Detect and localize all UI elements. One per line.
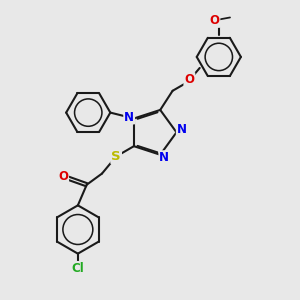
Text: O: O bbox=[209, 14, 219, 27]
Text: S: S bbox=[111, 150, 121, 163]
Text: Cl: Cl bbox=[71, 262, 84, 275]
Text: N: N bbox=[124, 110, 134, 124]
Text: N: N bbox=[159, 151, 169, 164]
Text: O: O bbox=[58, 170, 68, 183]
Text: O: O bbox=[184, 73, 194, 86]
Text: N: N bbox=[177, 124, 187, 136]
